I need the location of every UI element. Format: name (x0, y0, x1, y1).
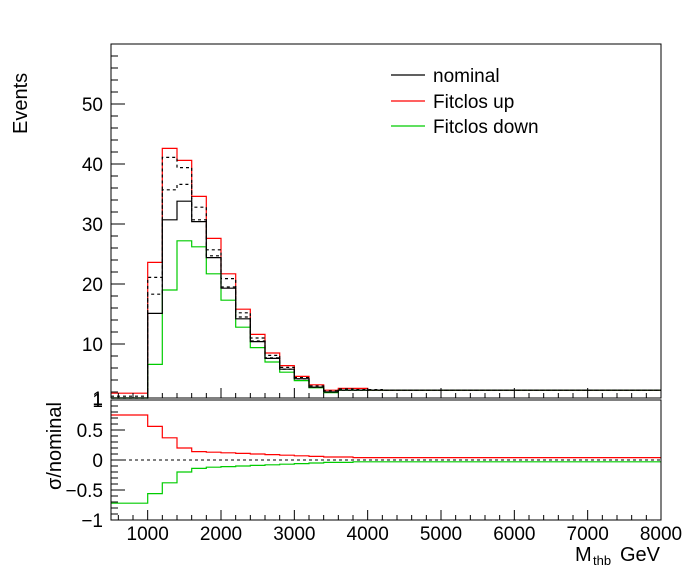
top-y-axis-title: Events (10, 73, 32, 134)
x-axis-title-unit: GeV (620, 544, 661, 566)
x-tick-label: 4000 (347, 524, 389, 545)
legend-label-fitclos-down: Fitclos down (433, 117, 539, 138)
top-axes: 10 20 30 40 50 1 (82, 43, 662, 410)
top-histograms (111, 147, 661, 399)
top-panel: 10 20 30 40 50 1 Events nominal Fitclos up Fi… (10, 43, 662, 410)
top-y-tick-label: 20 (82, 275, 103, 296)
top-y-tick-label: 30 (82, 215, 103, 236)
ratio-panel: −1 −0.5 0 0.5 1 1000 2000 3000 4000 5000 6000 7000 8… (44, 391, 682, 568)
x-tick-label: 7000 (567, 524, 609, 545)
x-tick-label: 3000 (273, 524, 315, 545)
ratio-frame (110, 399, 662, 521)
x-tick-label: 5000 (420, 524, 462, 545)
ratio-y-tick-label: −1 (81, 511, 103, 532)
ratio-y-axis-title: σ/nominal (44, 402, 66, 490)
ratio-axes: −1 −0.5 0 0.5 1 1000 2000 3000 4000 5000 6000 7000 8… (65, 391, 682, 545)
top-y-tick-label: 50 (82, 95, 103, 116)
x-tick-label: 8000 (640, 524, 682, 545)
legend-label-nominal: nominal (433, 66, 500, 87)
ratio-y-tick-label: −0.5 (65, 481, 103, 502)
x-tick-label: 1000 (127, 524, 169, 545)
x-axis-title-sub: thb (593, 553, 611, 568)
x-tick-label: 6000 (493, 524, 535, 545)
ratio-y-tick-label: 0.5 (77, 421, 103, 442)
legend-label-fitclos-up: Fitclos up (433, 92, 514, 113)
x-tick-label: 2000 (200, 524, 242, 545)
top-y-tick-label: 40 (82, 155, 103, 176)
x-axis-title: M thb GeV (575, 544, 661, 568)
top-frame (110, 43, 662, 399)
top-y-tick-label: 10 (82, 335, 103, 356)
series-fitclos-down (111, 240, 661, 399)
ratio-series-fitclos-up (111, 414, 661, 459)
legend: nominal Fitclos up Fitclos down (391, 66, 539, 138)
ratio-histograms (111, 414, 661, 504)
series-nominal (111, 200, 661, 399)
ratio-y-tick-label: 0 (92, 451, 103, 472)
series-nominal-stat-down (111, 183, 661, 399)
x-axis-title-main: M (575, 544, 592, 566)
series-nominal-stat-up (111, 156, 661, 397)
ratio-y-tick-label: 1 (92, 391, 103, 412)
series-fitclos-up (111, 147, 661, 394)
ratio-series-fitclos-down (111, 461, 661, 504)
top-y-bottom-label: 1 (92, 389, 103, 410)
